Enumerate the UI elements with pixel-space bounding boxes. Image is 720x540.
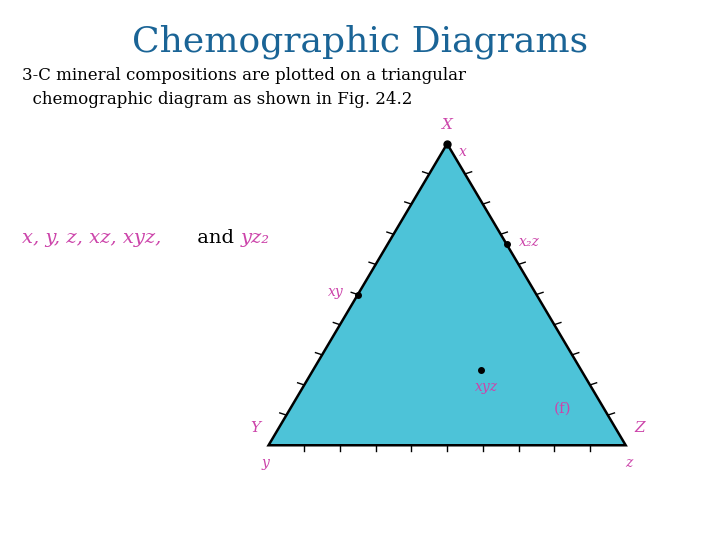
Text: xy: xy <box>328 286 344 300</box>
Text: xyz: xyz <box>475 380 498 394</box>
Text: (f): (f) <box>554 402 572 416</box>
Text: x₂z: x₂z <box>519 235 540 249</box>
Text: chemographic diagram as shown in Fig. 24.2: chemographic diagram as shown in Fig. 24… <box>22 91 412 107</box>
Text: Chemographic Diagrams: Chemographic Diagrams <box>132 24 588 59</box>
Text: x, y, z, xz, xyz,: x, y, z, xz, xyz, <box>22 228 161 247</box>
Polygon shape <box>269 144 626 446</box>
Text: X: X <box>441 118 453 132</box>
Text: and: and <box>191 228 240 247</box>
Text: y: y <box>262 456 270 470</box>
Text: 3-C mineral compositions are plotted on a triangular: 3-C mineral compositions are plotted on … <box>22 68 466 84</box>
Text: Y: Y <box>250 421 260 435</box>
Text: yz₂: yz₂ <box>241 228 270 247</box>
Text: z: z <box>625 456 632 470</box>
Text: x: x <box>459 145 467 159</box>
Text: Z: Z <box>634 421 644 435</box>
